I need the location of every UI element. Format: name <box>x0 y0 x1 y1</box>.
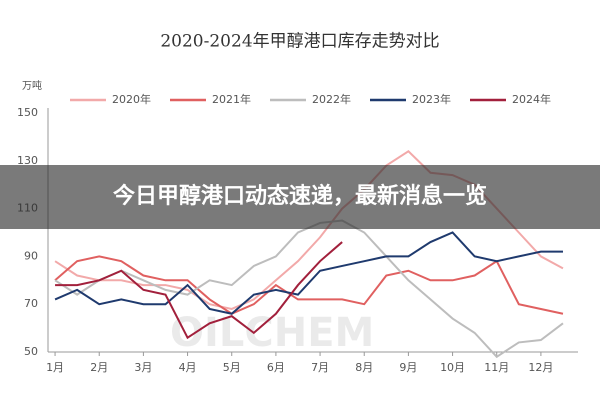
x-tick-label: 8月 <box>355 361 373 374</box>
series-line <box>55 241 343 340</box>
x-tick-label: 1月 <box>46 361 64 374</box>
x-tick-label: 7月 <box>311 361 329 374</box>
x-tick-label: 12月 <box>528 361 553 374</box>
x-tick-label: 10月 <box>440 361 465 374</box>
legend-label: 2024年 <box>512 92 551 106</box>
banner-band <box>0 165 600 229</box>
x-tick-label: 2月 <box>90 361 108 374</box>
y-tick-label: 130 <box>17 154 38 167</box>
x-tick-label: 11月 <box>484 361 509 374</box>
x-tick-label: 6月 <box>267 361 285 374</box>
legend-label: 2022年 <box>312 92 351 106</box>
y-tick-label: 90 <box>24 249 38 262</box>
series-line <box>54 255 564 315</box>
y-unit: 万吨 <box>22 79 42 92</box>
series-line <box>54 231 563 315</box>
legend-label: 2021年 <box>212 92 251 106</box>
y-tick-label: 150 <box>17 106 38 119</box>
legend-label: 2020年 <box>112 92 151 106</box>
x-tick-label: 4月 <box>179 361 197 374</box>
chart-title: 2020-2024年甲醇港口库存走势对比 <box>160 32 439 52</box>
x-tick-label: 5月 <box>223 361 241 374</box>
y-tick-label: 50 <box>24 345 38 358</box>
x-tick-label: 9月 <box>399 361 417 374</box>
banner-text: 今日甲醇港口动态速递，最新消息一览 <box>113 183 487 209</box>
x-tick-label: 3月 <box>134 361 152 374</box>
y-tick-label: 70 <box>24 297 38 310</box>
legend-label: 2023年 <box>412 92 451 106</box>
